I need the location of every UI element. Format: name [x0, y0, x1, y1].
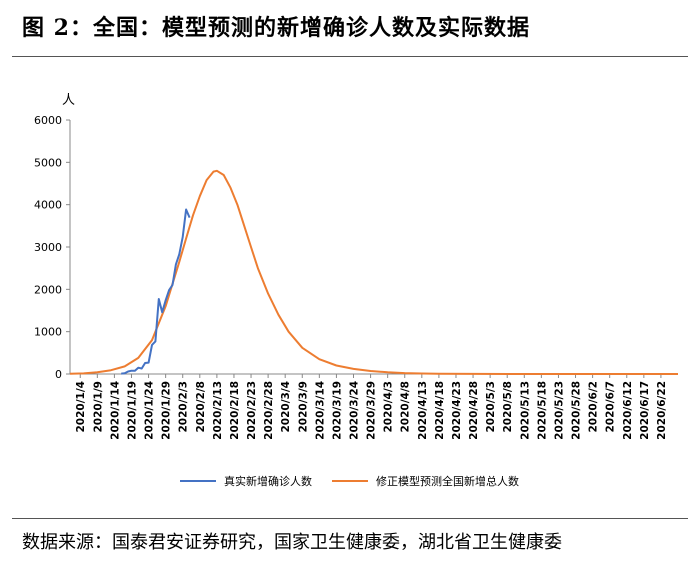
x-tick-label: 2020/1/9 [92, 381, 104, 433]
series-line-actual [121, 208, 191, 375]
series-line-predicted [69, 169, 678, 375]
x-tick-label: 2020/3/14 [314, 381, 326, 440]
x-tick-label: 2020/2/13 [212, 381, 224, 440]
x-tick-label: 2020/4/13 [417, 381, 429, 440]
x-tick-label: 2020/4/8 [400, 381, 412, 433]
x-tick-label: 2020/2/3 [178, 381, 190, 433]
x-tick-label: 2020/1/24 [144, 381, 156, 440]
legend-label-predicted: 修正模型预测全国新增总人数 [376, 475, 519, 488]
x-tick-label: 2020/3/24 [349, 381, 361, 440]
page-title: 图 2：全国：模型预测的新增确诊人数及实际数据 [22, 15, 530, 41]
top-rule [12, 56, 688, 57]
x-tick-label: 2020/3/19 [331, 381, 343, 440]
x-tick-label: 2020/5/13 [519, 381, 531, 440]
x-tick-label: 2020/6/17 [639, 381, 651, 440]
x-tick-label: 2020/1/4 [75, 381, 87, 433]
x-tick-label: 2020/4/28 [468, 381, 480, 440]
x-tick-label: 2020/6/2 [588, 381, 600, 433]
x-tick-label: 2020/4/3 [383, 381, 395, 433]
x-tick-label: 2020/1/29 [161, 381, 173, 440]
legend-swatch-predicted [332, 480, 368, 482]
chart-axes [69, 120, 678, 375]
x-tick-label: 2020/3/9 [297, 381, 309, 433]
y-tick-label: 6000 [34, 114, 62, 127]
y-tick-label: 3000 [34, 241, 62, 254]
x-tick-label: 2020/1/14 [109, 381, 121, 440]
legend-item-predicted: 修正模型预测全国新增总人数 [332, 472, 519, 490]
x-tick-label: 2020/2/8 [195, 381, 207, 433]
y-tick-label: 4000 [34, 199, 62, 212]
x-tick-label: 2020/5/18 [536, 381, 548, 440]
legend-item-actual: 真实新增确诊人数 [180, 472, 312, 490]
x-tick-label: 2020/4/18 [434, 381, 446, 440]
x-tick-label: 2020/1/19 [126, 381, 138, 440]
y-tick-label: 5000 [34, 156, 62, 169]
x-tick-label: 2020/4/23 [451, 381, 463, 440]
x-tick-label: 2020/2/28 [263, 381, 275, 440]
x-tick-label: 2020/5/28 [571, 381, 583, 440]
x-tick-label: 2020/2/23 [246, 381, 258, 440]
y-axis-label: 人 [62, 93, 75, 108]
y-tick-label: 2000 [34, 283, 62, 296]
source-note: 数据来源：国泰君安证券研究，国家卫生健康委，湖北省卫生健康委 [22, 532, 562, 553]
y-tick-label: 0 [55, 368, 62, 381]
chart-series [69, 169, 678, 375]
x-tick-label: 2020/5/23 [553, 381, 565, 440]
x-tick-label: 2020/3/29 [366, 381, 378, 440]
x-tick-label: 2020/6/7 [605, 381, 617, 433]
x-tick-label: 2020/3/4 [280, 381, 292, 433]
x-tick-labels: 2020/1/4 2020/1/9 2020/1/14 2020/1/19 2020/1… [75, 374, 668, 440]
y-tick-labels: 0 1000 2000 3000 4000 5000 6000 [34, 114, 70, 381]
legend-label-actual: 真实新增确诊人数 [224, 475, 312, 488]
y-tick-label: 1000 [34, 326, 62, 339]
x-tick-label: 2020/5/8 [502, 381, 514, 433]
x-tick-label: 2020/6/12 [622, 381, 634, 440]
legend-swatch-actual [180, 480, 216, 482]
bottom-rule [12, 518, 688, 519]
x-tick-label: 2020/5/3 [485, 381, 497, 433]
x-tick-label: 2020/2/18 [229, 381, 241, 440]
x-tick-label: 2020/6/22 [656, 381, 668, 440]
